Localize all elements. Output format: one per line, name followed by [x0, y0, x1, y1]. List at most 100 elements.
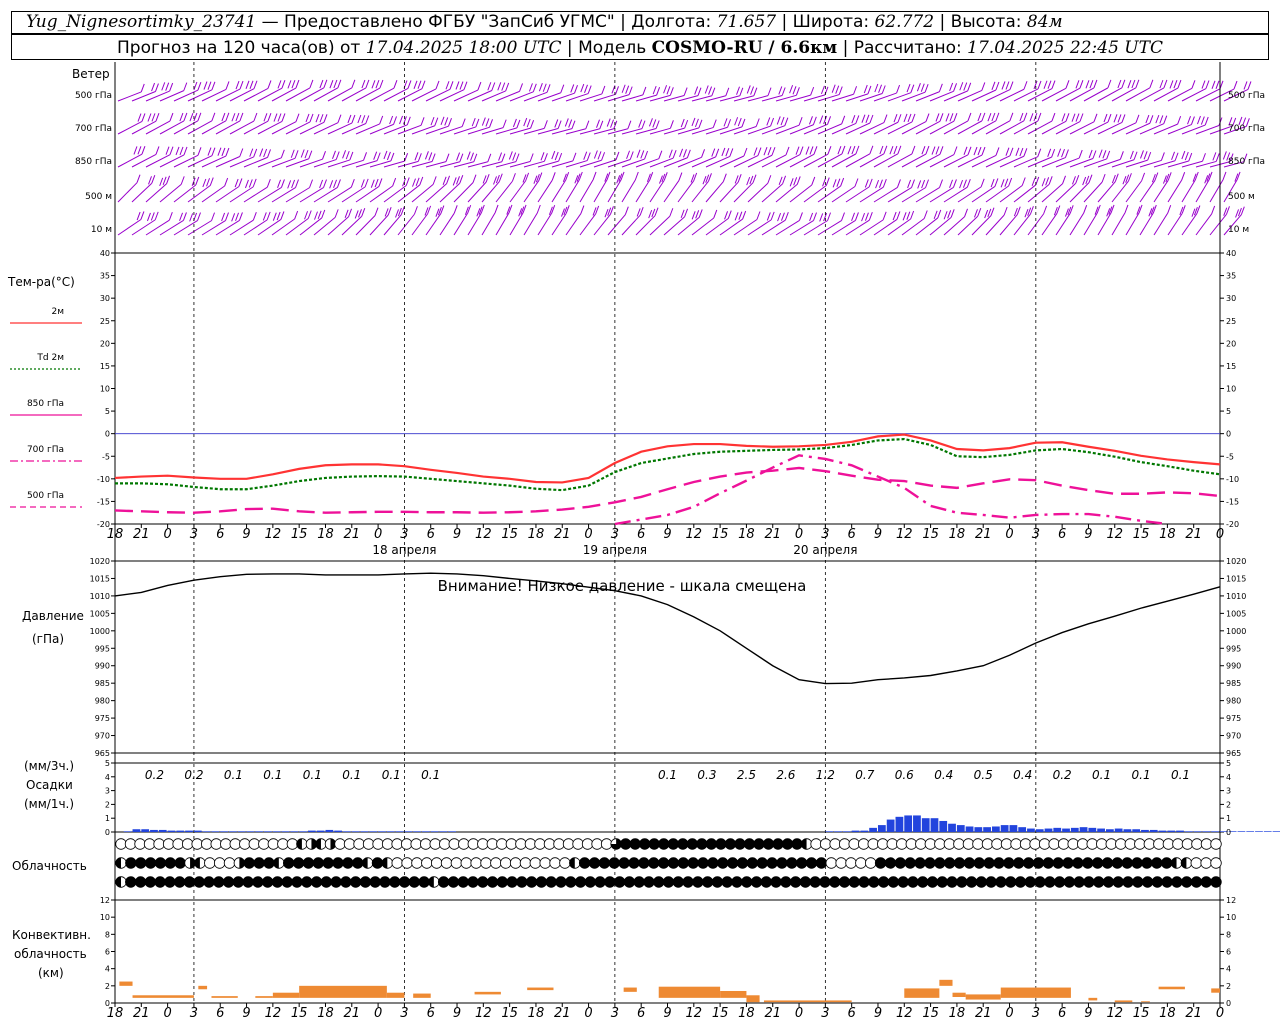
wind-barb-shaft	[1153, 212, 1169, 236]
wind-barb-feather	[351, 114, 356, 124]
cloud-symbol	[418, 876, 430, 888]
precip-bar	[211, 831, 220, 832]
wind-barb-feather	[878, 179, 883, 188]
wind-barb-feather	[634, 171, 639, 181]
cloud-symbol	[1162, 838, 1175, 850]
wind-barb-shaft	[509, 127, 531, 135]
precip-3h-label: 0.1	[1132, 768, 1151, 782]
wind-barb-shaft	[1013, 120, 1039, 135]
wind-barb-shaft	[313, 87, 339, 102]
wind-barb-feather	[889, 146, 894, 155]
wind-barb-feather	[1029, 206, 1034, 215]
wind-barb-feather	[1078, 149, 1083, 159]
wind-barb-feather	[349, 151, 354, 161]
wind-barb-shaft	[985, 155, 1011, 168]
cloud-symbol	[867, 838, 879, 850]
wind-barb-feather	[224, 177, 229, 187]
cloud-symbol	[516, 876, 528, 888]
wind-barb-feather	[335, 151, 340, 160]
temp-ytick-right: -20	[1226, 520, 1239, 529]
wind-barb-feather	[249, 148, 254, 157]
cloud-symbol	[1160, 857, 1173, 869]
wind-barb-feather	[225, 112, 230, 121]
precip-bar	[176, 830, 185, 832]
wind-barb-feather	[551, 204, 556, 214]
cloud-symbol	[1091, 857, 1104, 869]
precip-bar	[202, 831, 211, 832]
wind-barb-shaft	[943, 120, 969, 135]
wind-barb-feather	[869, 145, 874, 154]
cloud-symbol	[283, 857, 295, 869]
wind-barb-shaft	[1181, 179, 1196, 203]
wind-barb-shaft	[299, 87, 325, 102]
cloud-symbol	[301, 876, 313, 888]
wind-barb-feather	[1234, 173, 1239, 182]
wind-barb-shaft	[1111, 180, 1129, 203]
wind-barb-feather	[910, 84, 915, 93]
wind-barb-feather	[1243, 153, 1248, 162]
wind-barb-feather	[197, 147, 202, 156]
cloud-symbol	[191, 838, 203, 850]
cloud-symbol	[829, 876, 841, 888]
wind-barb-feather	[1106, 208, 1111, 217]
wind-barb-feather	[528, 83, 533, 92]
wind-barb-feather	[427, 205, 432, 215]
wind-barb-shaft	[201, 220, 226, 236]
wind-barb-feather	[661, 173, 666, 183]
cloud-symbol	[535, 876, 548, 888]
precip-bar	[369, 831, 378, 832]
wind-barb-shaft	[369, 123, 394, 135]
precip-bar	[974, 827, 983, 832]
wind-barb-feather	[211, 147, 216, 156]
wind-barb-shaft	[789, 184, 813, 203]
wind-barb-shaft	[131, 120, 157, 135]
cloud-symbol	[448, 838, 460, 850]
cloud-symbol	[711, 876, 724, 888]
cloud-symbol	[213, 876, 225, 888]
wind-barb-shaft	[1223, 89, 1249, 102]
wind-barb-shaft	[187, 185, 211, 203]
temp-ytick-right: 15	[1226, 362, 1236, 371]
wind-barb-shaft	[593, 93, 616, 102]
wind-barb-shaft	[453, 161, 474, 168]
wind-barb-feather	[379, 79, 384, 89]
wind-barb-shaft	[1097, 212, 1112, 236]
wind-barb-feather	[371, 80, 376, 89]
wind-barb-feather	[365, 115, 370, 124]
lon-value: 71.657	[716, 12, 777, 32]
wind-barb-shaft	[1153, 160, 1176, 168]
wind-barb-feather	[151, 113, 156, 122]
wind-barb-feather	[1000, 179, 1005, 188]
cloud-symbol	[648, 857, 660, 869]
wind-barb-feather	[585, 120, 590, 129]
cloud-symbol	[1143, 838, 1156, 850]
wind-barb-feather	[1117, 79, 1122, 89]
wind-barb-feather	[1023, 148, 1028, 157]
wind-barb-feather	[864, 212, 869, 221]
wind-barb-shaft	[929, 154, 955, 168]
cloud-symbol	[242, 876, 254, 888]
cloud-symbol	[1172, 838, 1184, 850]
wind-barb-feather	[672, 150, 677, 159]
wind-barb-feather	[679, 148, 684, 158]
wind-barb-feather	[498, 173, 503, 182]
wind-barb-shaft	[397, 124, 422, 135]
precip-bar	[1158, 830, 1167, 832]
wind-barb-feather	[538, 172, 543, 181]
cloud-symbol	[562, 838, 575, 850]
wind-barb-feather	[309, 113, 314, 123]
wind-barb-feather	[713, 209, 718, 219]
wind-barb-feather	[351, 79, 356, 88]
precip-bars	[123, 815, 1280, 832]
wind-barb-shaft	[1153, 123, 1178, 135]
calc-time: 17.04.2025 22:45 UTC	[967, 38, 1163, 58]
wind-barb-feather	[1233, 80, 1238, 90]
temp-x-label: 15	[1133, 527, 1150, 542]
cloud-symbol	[1210, 857, 1222, 869]
cloud-symbol	[353, 838, 365, 850]
wind-barb-feather	[613, 120, 618, 129]
wind-barb-feather	[652, 119, 657, 128]
cloud-symbol	[342, 857, 354, 869]
wind-barb-shaft	[621, 158, 645, 168]
wind-barb-shaft	[1027, 88, 1053, 102]
